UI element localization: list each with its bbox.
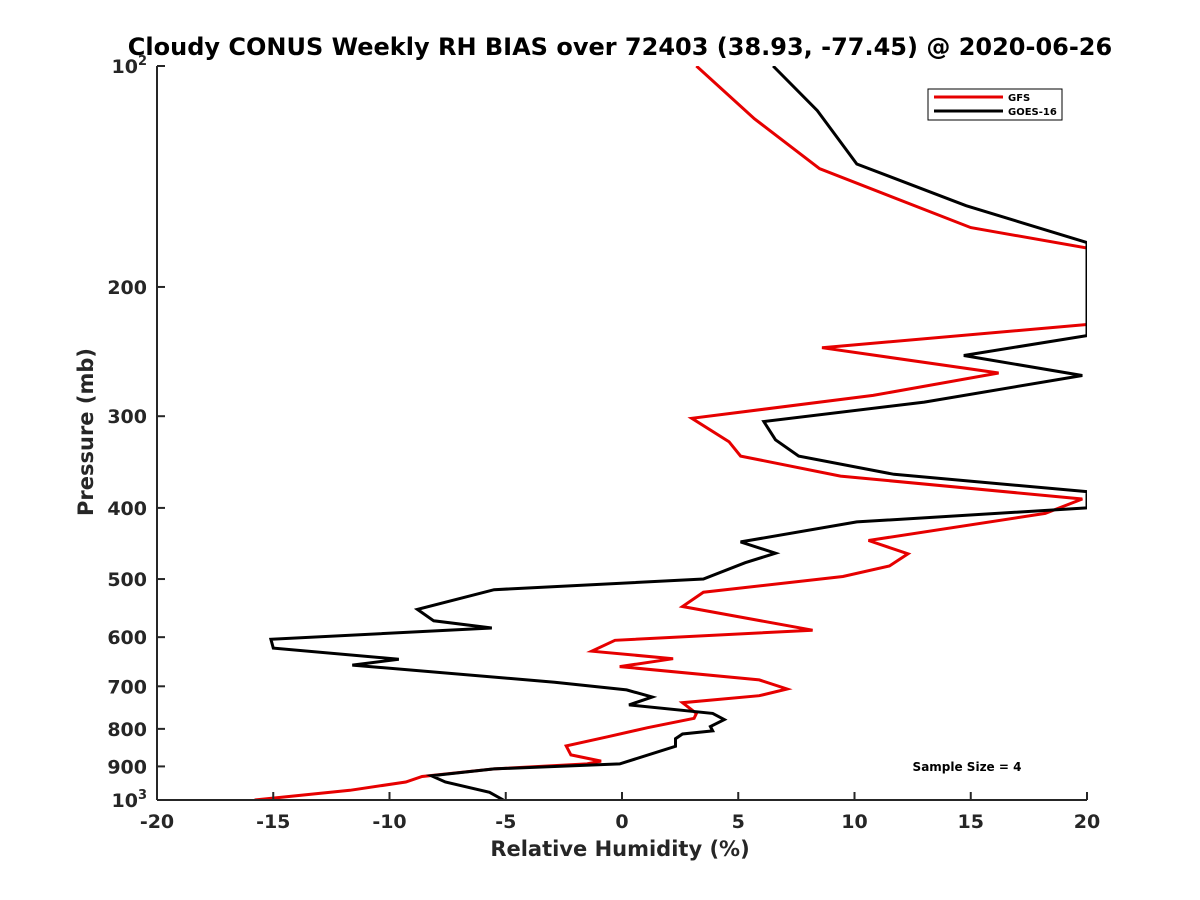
y-tick-label: 103 — [112, 788, 148, 812]
y-axis-label: Pressure (mb) — [74, 348, 98, 516]
series-line-gfs — [254, 66, 1087, 800]
y-tick-label: 200 — [107, 277, 147, 299]
x-axis-ticks: -20 -15 -10 -5 0 5 10 15 20 — [140, 792, 1100, 833]
x-axis-label: Relative Humidity (%) — [490, 837, 749, 861]
y-axis-ticks: 102 200 300 400 500 600 700 800 900 103 — [107, 54, 165, 812]
x-tick-label: -20 — [140, 811, 174, 833]
chart-title: Cloudy CONUS Weekly RH BIAS over 72403 (… — [128, 33, 1112, 61]
y-tick-label: 300 — [107, 406, 147, 428]
legend-label: GFS — [1008, 93, 1030, 104]
x-tick-label: 0 — [615, 811, 628, 833]
series-line-goes-16 — [268, 66, 1087, 800]
legend-box — [927, 88, 1063, 121]
legend: GFS GOES-16 — [927, 88, 1063, 121]
x-tick-label: -10 — [372, 811, 406, 833]
legend-label: GOES-16 — [1008, 107, 1057, 118]
y-tick-label: 102 — [112, 54, 148, 78]
x-tick-label: -5 — [495, 811, 516, 833]
y-tick-label: 500 — [107, 569, 147, 591]
y-tick-label: 400 — [107, 498, 147, 520]
x-tick-label: 10 — [841, 811, 867, 833]
legend-items: GFS GOES-16 — [934, 93, 1057, 118]
y-tick-label: 800 — [107, 719, 147, 741]
x-tick-label: 5 — [732, 811, 745, 833]
series-layer — [254, 66, 1087, 800]
x-tick-label: 20 — [1074, 811, 1100, 833]
y-tick-label: 900 — [107, 756, 147, 778]
y-tick-label: 600 — [107, 627, 147, 649]
y-tick-label: 700 — [107, 676, 147, 698]
x-tick-label: -15 — [256, 811, 290, 833]
x-tick-label: 15 — [958, 811, 984, 833]
sample-size-annotation: Sample Size = 4 — [913, 760, 1022, 774]
